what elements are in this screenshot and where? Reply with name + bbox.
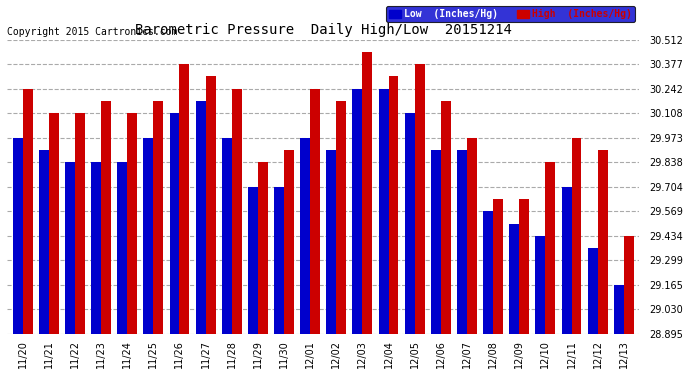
Bar [39,150,49,334]
Bar [232,89,241,334]
Bar [91,162,101,334]
Bar [75,113,85,334]
Bar [571,138,582,334]
Bar [624,236,633,334]
Title: Barometric Pressure  Daily High/Low  20151214: Barometric Pressure Daily High/Low 20151… [135,23,512,37]
Bar [117,162,127,334]
Bar [179,64,189,334]
Bar [144,138,153,334]
Bar [388,76,399,334]
Bar [196,101,206,334]
Bar [284,150,294,334]
Bar [127,113,137,334]
Bar [598,150,608,334]
Bar [415,64,424,334]
Bar [300,138,310,334]
Bar [336,101,346,334]
Legend: Low  (Inches/Hg), High  (Inches/Hg): Low (Inches/Hg), High (Inches/Hg) [386,6,635,22]
Bar [457,150,467,334]
Bar [353,89,362,334]
Bar [101,101,111,334]
Bar [65,162,75,334]
Bar [23,89,32,334]
Bar [153,101,164,334]
Bar [614,285,624,334]
Bar [493,199,503,334]
Bar [535,236,545,334]
Bar [441,101,451,334]
Bar [206,76,215,334]
Bar [520,199,529,334]
Bar [258,162,268,334]
Text: Copyright 2015 Cartronics.com: Copyright 2015 Cartronics.com [7,27,177,37]
Bar [362,52,373,334]
Bar [310,89,320,334]
Bar [326,150,336,334]
Bar [467,138,477,334]
Bar [12,138,23,334]
Bar [509,224,520,334]
Bar [170,113,179,334]
Bar [431,150,441,334]
Bar [562,187,571,334]
Bar [379,89,388,334]
Bar [274,187,284,334]
Bar [221,138,232,334]
Bar [405,113,415,334]
Bar [248,187,258,334]
Bar [588,248,598,334]
Bar [49,113,59,334]
Bar [545,162,555,334]
Bar [483,211,493,334]
